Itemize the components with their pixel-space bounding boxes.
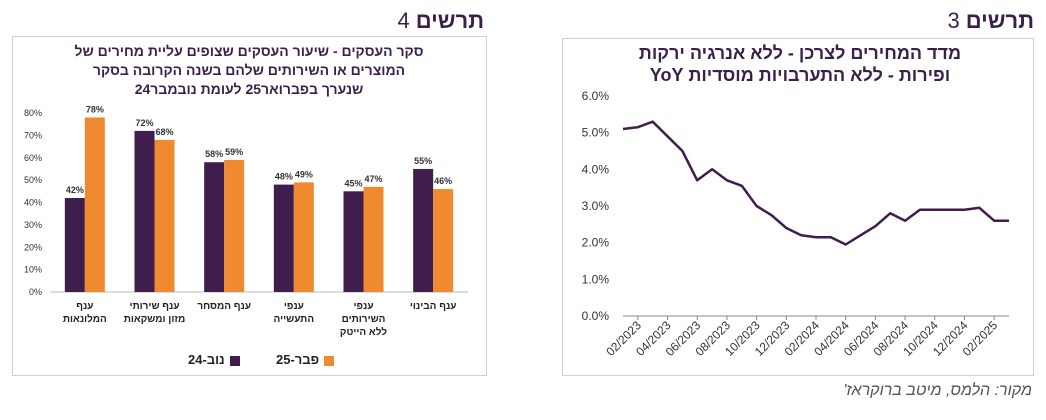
- bar-y-tick-label: 0%: [29, 287, 42, 297]
- bar-y-tick-label: 60%: [24, 153, 42, 163]
- chart4-heading-number: 4: [397, 8, 410, 33]
- bar-y-tick-label: 70%: [24, 130, 42, 140]
- bar-data-label: 72%: [135, 118, 153, 128]
- bar-category-label: ענף הבינוי: [410, 301, 457, 312]
- bar-feb25: [84, 117, 105, 292]
- bar-category-label: מזון ומשקאות: [124, 314, 186, 325]
- legend-series-2: פבר-25: [276, 352, 335, 367]
- bar-feb25: [433, 189, 454, 292]
- bar-data-label: 45%: [344, 178, 362, 188]
- bar-data-label: 55%: [414, 156, 432, 166]
- line-chart-title-line-1: מדד המחירים לצרכן - ללא אנרגיה ירקות: [638, 43, 962, 63]
- bar-chart-title-line-3: שנערך בפברואר25 לעומת נובמבר24: [134, 81, 364, 97]
- bar-chart-title: סקר העסקים - שיעור העסקים שצופים עליית מ…: [20, 42, 478, 99]
- bar-feb25: [293, 182, 314, 292]
- bar-y-tick-label: 50%: [24, 175, 42, 185]
- line-chart-title-line-2: ופירות - ללא התערבויות מוסדיות YoY: [649, 65, 951, 85]
- bar-data-label: 68%: [155, 127, 173, 137]
- bar-data-label: 58%: [205, 149, 223, 159]
- bar-nov24: [273, 184, 294, 292]
- bar-y-tick-label: 80%: [24, 108, 42, 118]
- line-y-tick-label: 6.0%: [582, 89, 610, 103]
- bar-category-label: ענף שירותי: [129, 301, 179, 312]
- bar-data-label: 42%: [66, 185, 84, 195]
- bar-category-label: המלונאות: [63, 313, 107, 325]
- legend-label-1: נוב-24: [188, 352, 225, 367]
- bar-data-label: 78%: [86, 104, 104, 114]
- line-chart-title: מדד המחירים לצרכן - ללא אנרגיה ירקות ופי…: [575, 42, 1025, 86]
- bar-feb25: [154, 139, 175, 292]
- bar-feb25: [224, 159, 245, 292]
- bar-category-label: ענפי: [284, 301, 304, 312]
- bar-nov24: [64, 198, 85, 292]
- bar-data-label: 48%: [275, 172, 293, 182]
- bar-category-label: ענף המסחר: [197, 301, 251, 312]
- bar-chart-title-line-1: סקר העסקים - שיעור העסקים שצופים עליית מ…: [74, 43, 424, 59]
- chart3-heading-word: תרשים: [965, 8, 1034, 33]
- line-y-tick-label: 0.0%: [582, 309, 610, 323]
- bar-nov24: [413, 168, 434, 292]
- bar-y-tick-label: 20%: [24, 242, 42, 252]
- bar-nov24: [204, 162, 225, 292]
- legend-series-1: נוב-24: [188, 352, 240, 367]
- bar-category-label: ענף: [76, 301, 93, 312]
- line-y-tick-label: 3.0%: [582, 199, 610, 213]
- source-note: מקור: הלמס, מיטב ברוקראז': [843, 382, 1032, 399]
- bar-y-tick-label: 30%: [24, 220, 42, 230]
- legend-swatch-orange: [324, 355, 335, 366]
- bar-y-tick-label: 10%: [24, 265, 42, 275]
- chart4-heading: תרשים4: [398, 8, 484, 34]
- legend-swatch-purple: [229, 355, 240, 366]
- legend-label-2: פבר-25: [276, 352, 320, 367]
- bar-nov24: [343, 191, 364, 292]
- bar-nov24: [134, 130, 155, 292]
- line-y-tick-label: 4.0%: [582, 162, 610, 176]
- chart3-heading: תרשים3: [948, 8, 1034, 34]
- line-y-tick-label: 1.0%: [582, 272, 610, 286]
- bar-y-tick-label: 40%: [24, 198, 42, 208]
- line-chart-panel: [562, 38, 1034, 376]
- bar-data-label: 47%: [364, 174, 382, 184]
- bar-category-label: השירותים: [342, 314, 386, 325]
- bar-data-label: 46%: [434, 176, 452, 186]
- bar-chart-title-line-2: המוצרים או השירותים שלהם בשנה הקרובה בסק…: [92, 62, 406, 78]
- cpi-series-line: [622, 120, 1009, 246]
- chart3-heading-number: 3: [947, 8, 960, 33]
- bar-category-label: ללא הייטק: [340, 326, 387, 338]
- chart4-heading-word: תרשים: [415, 8, 484, 33]
- bar-data-label: 59%: [225, 147, 243, 157]
- bar-feb25: [363, 186, 384, 292]
- line-y-tick-label: 5.0%: [582, 126, 610, 140]
- line-y-tick-label: 2.0%: [582, 236, 610, 250]
- bar-data-label: 49%: [295, 169, 313, 179]
- bar-category-label: התעשייה: [274, 314, 315, 325]
- bar-category-label: ענפי: [353, 301, 373, 312]
